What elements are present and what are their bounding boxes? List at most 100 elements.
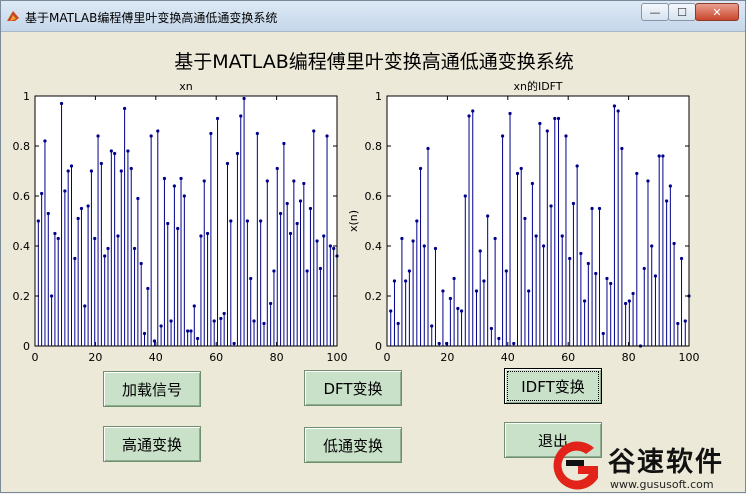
stem-point bbox=[500, 134, 505, 138]
load-signal-button[interactable]: 加载信号 bbox=[103, 371, 201, 407]
stem-point bbox=[249, 276, 253, 281]
stem-point bbox=[430, 324, 434, 328]
stem-point bbox=[162, 176, 167, 181]
stem-point bbox=[396, 321, 400, 326]
stem-point bbox=[36, 219, 40, 223]
stem-point bbox=[259, 219, 263, 223]
xn-stem-chart: xn 0 20 40 60 80 100 0 0.2 0.4 0.6 0.8 1 bbox=[13, 80, 348, 364]
x-tick-label: 80 bbox=[270, 351, 284, 364]
stem-point bbox=[96, 134, 100, 138]
stem-point bbox=[93, 236, 97, 241]
stem-point bbox=[422, 244, 426, 248]
x-tick-label: 20 bbox=[440, 351, 454, 364]
stem-point bbox=[176, 226, 180, 231]
stem-point bbox=[119, 169, 123, 173]
stem-point bbox=[624, 301, 628, 306]
gusu-logo-icon bbox=[553, 441, 598, 490]
stem-point bbox=[568, 256, 572, 261]
stem-point bbox=[308, 206, 313, 211]
stem-point bbox=[609, 281, 613, 286]
stem-point bbox=[212, 319, 216, 323]
stem-point bbox=[564, 134, 568, 138]
stem-point bbox=[583, 299, 587, 303]
y-tick-label: 0.6 bbox=[365, 190, 383, 203]
stem-point bbox=[571, 201, 576, 206]
stem-point bbox=[456, 306, 460, 311]
stem-point bbox=[474, 289, 479, 293]
close-button[interactable]: ✕ bbox=[695, 3, 739, 21]
idft-button[interactable]: IDFT变换 bbox=[504, 368, 602, 404]
stem-point bbox=[389, 309, 393, 313]
stem-point bbox=[99, 161, 103, 166]
stem-point bbox=[523, 216, 527, 221]
stem-point bbox=[508, 111, 512, 116]
stem-point bbox=[83, 304, 87, 308]
stem-point bbox=[146, 286, 150, 291]
stem-point bbox=[679, 256, 684, 261]
stem-point bbox=[601, 331, 605, 336]
stem-point bbox=[411, 239, 415, 243]
watermark-brand: 谷速软件 bbox=[608, 447, 724, 478]
stem-point bbox=[272, 269, 276, 273]
stem-point bbox=[156, 129, 160, 133]
stem-point bbox=[298, 199, 303, 203]
stem-point bbox=[269, 301, 273, 306]
dft-button[interactable]: DFT变换 bbox=[304, 370, 402, 406]
stem-point bbox=[305, 269, 309, 273]
y-tick-label: 0.2 bbox=[365, 290, 383, 303]
stem-point bbox=[527, 289, 531, 293]
stem-point bbox=[275, 166, 279, 171]
stem-point bbox=[415, 219, 419, 223]
stem-point bbox=[202, 179, 206, 183]
stem-point bbox=[467, 114, 471, 118]
stem-point bbox=[478, 249, 482, 253]
stem-point bbox=[295, 221, 299, 226]
y-tick-label: 0.2 bbox=[13, 290, 31, 303]
stem-point bbox=[635, 171, 639, 176]
highpass-button[interactable]: 高通变换 bbox=[103, 426, 201, 462]
plot-frame bbox=[386, 95, 690, 347]
stem-point bbox=[332, 246, 336, 251]
stem-point bbox=[404, 279, 408, 283]
stem-point bbox=[530, 181, 535, 186]
title-bar[interactable]: 基于MATLAB编程傅里叶变换高通低通变换系统 — ☐ ✕ bbox=[1, 1, 745, 32]
stem-point bbox=[433, 246, 438, 251]
window-title: 基于MATLAB编程傅里叶变换高通低通变换系统 bbox=[25, 11, 278, 25]
watermark: 谷速软件 www.gususoft.com bbox=[546, 436, 746, 494]
y-tick-label: 0.4 bbox=[365, 240, 383, 253]
stem-point bbox=[597, 206, 602, 211]
maximize-button[interactable]: ☐ bbox=[668, 3, 696, 21]
stem-point bbox=[89, 169, 94, 173]
stem-point bbox=[278, 211, 283, 216]
stem-point bbox=[612, 104, 617, 108]
stem-point bbox=[515, 171, 520, 176]
stem-point bbox=[650, 244, 654, 248]
stem-point bbox=[192, 304, 196, 308]
stem-point bbox=[541, 244, 546, 248]
minimize-button[interactable]: — bbox=[641, 3, 669, 21]
stem-point bbox=[179, 176, 183, 181]
stem-point bbox=[646, 179, 650, 183]
stem-point bbox=[245, 219, 249, 223]
stem-point bbox=[63, 189, 67, 193]
stem-point bbox=[109, 149, 113, 153]
stem-point bbox=[452, 276, 456, 281]
stem-point bbox=[676, 321, 680, 326]
stem-point bbox=[302, 181, 306, 186]
stem-point bbox=[471, 109, 475, 113]
stem-point bbox=[631, 291, 635, 296]
stem-point bbox=[392, 279, 397, 283]
stem-point bbox=[136, 196, 140, 201]
chart-title: xn bbox=[179, 80, 193, 93]
stem-point bbox=[288, 231, 293, 236]
stem-point bbox=[493, 236, 497, 241]
lowpass-button[interactable]: 低通变换 bbox=[304, 427, 402, 463]
plot-area bbox=[387, 96, 689, 346]
stem-point bbox=[504, 269, 508, 273]
stem-point bbox=[486, 214, 490, 218]
stem-point bbox=[627, 299, 631, 303]
stem-point bbox=[482, 279, 486, 283]
stem-point bbox=[418, 166, 423, 171]
stem-point bbox=[519, 166, 523, 171]
stem-point bbox=[620, 146, 624, 151]
